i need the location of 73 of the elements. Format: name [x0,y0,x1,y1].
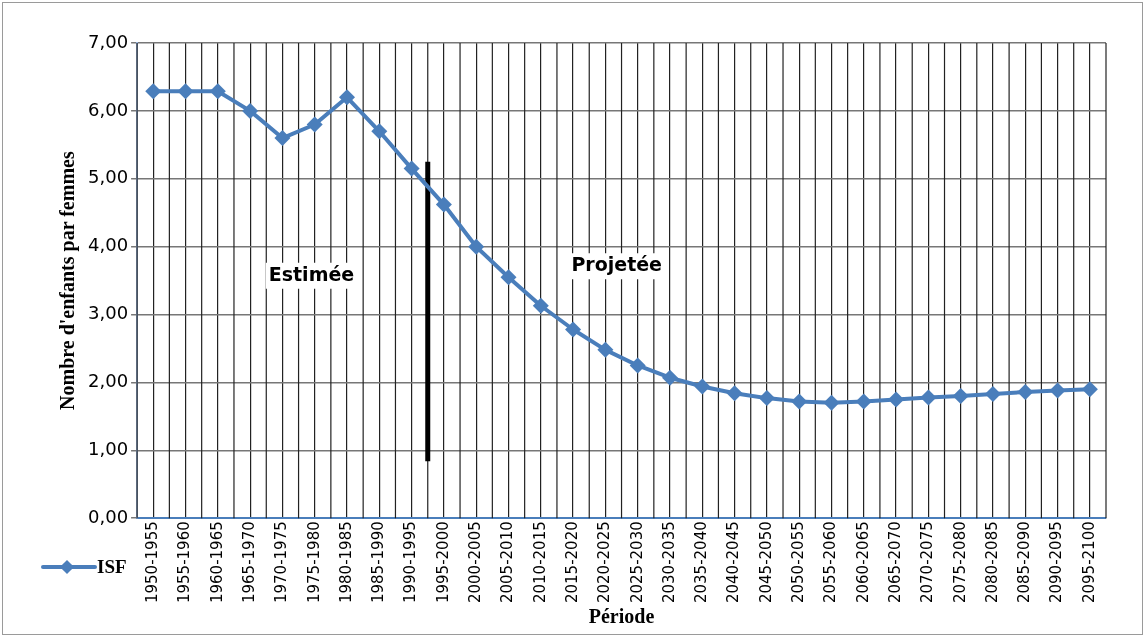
y-tick-label: 7,00 [88,30,129,52]
point [661,369,678,386]
point [209,83,226,100]
x-tick-label: 2080-2085 [982,521,1001,604]
point [888,391,905,408]
x-tick-label: 1995-2000 [433,521,452,604]
point [855,393,872,410]
x-tick-label: 2090-2095 [1047,521,1066,604]
x-tick-label: 2015-2020 [562,521,581,604]
point [565,321,582,338]
y-tick-label: 0,00 [88,505,129,527]
x-tick-label: 2075-2080 [950,521,969,604]
point [371,123,388,140]
x-tick-label: 2095-2100 [1079,521,1098,604]
point [145,83,162,100]
y-tick-label: 1,00 [88,438,129,460]
point [920,389,937,406]
point [597,341,614,358]
point [1017,383,1034,400]
x-tick-label: 1965-1970 [240,521,259,604]
x-tick-label: 1955-1960 [175,521,194,604]
x-tick-label: 1985-1990 [369,521,388,604]
point [435,196,452,213]
point [984,386,1001,402]
x-tick-label: 2035-2040 [692,521,711,604]
legend-label: ISF [97,556,127,578]
point [694,378,711,395]
x-tick-label: 1980-1985 [336,521,355,604]
x-tick-label: 2005-2010 [498,521,517,604]
x-tick-label: 2010-2015 [530,521,549,604]
point [532,297,549,314]
annotation: Projetée [571,253,662,276]
point [758,390,775,407]
x-tick-label: 2040-2045 [724,521,743,604]
x-tick-label: 1975-1980 [304,521,323,604]
y-tick-label: 2,00 [88,370,129,392]
x-tick-label: 1990-1995 [401,521,420,604]
point [823,394,840,411]
x-tick-label: 2055-2060 [821,521,840,604]
point [500,269,517,286]
x-tick-label: 2045-2050 [756,521,775,604]
x-tick-label: 1970-1975 [272,521,291,604]
point [468,238,485,255]
point [1081,381,1098,398]
annotation: Estimée [268,262,355,285]
x-tick-label: 1960-1965 [207,521,226,604]
x-tick-label: 1950-1955 [143,521,162,604]
x-tick-label: 2065-2070 [885,521,904,604]
x-axis-title: Période [588,605,655,628]
x-tick-label: 2085-2090 [1015,521,1034,604]
point [403,160,420,177]
point [1049,382,1066,399]
point [177,83,194,100]
x-tick-label: 2070-2075 [918,521,937,604]
x-tick-label: 2020-2025 [595,521,614,604]
point [274,130,291,147]
point [629,357,646,374]
y-tick-label: 5,00 [88,166,129,188]
x-tick-label: 2000-2005 [466,521,485,604]
y-tick-label: 6,00 [88,98,129,120]
y-tick-label: 3,00 [88,302,129,324]
x-tick-label: 2030-2035 [659,521,678,604]
y-tick-label: 4,00 [88,234,129,256]
point [952,388,969,405]
point [339,89,356,106]
x-tick-label: 2050-2055 [789,521,808,604]
x-tick-label: 2025-2030 [627,521,646,604]
point [242,102,259,119]
point [726,385,743,402]
point [791,393,808,410]
x-tick-label: 2060-2065 [853,521,872,604]
point [306,116,323,133]
y-axis-title: Nombre d'enfants par femmes [56,151,80,410]
